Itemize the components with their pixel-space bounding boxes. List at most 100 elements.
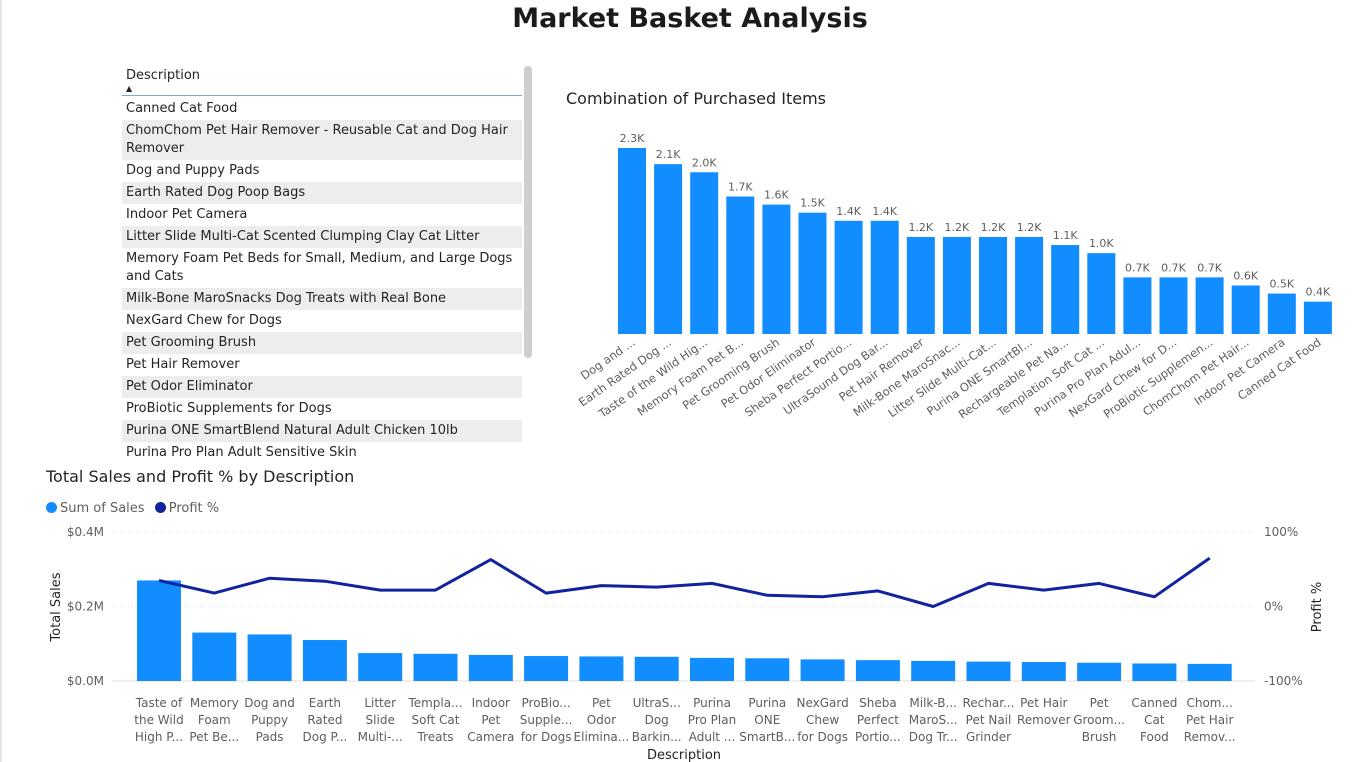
x-category-label: Puppy: [251, 713, 288, 727]
combination-bar[interactable]: [1051, 245, 1080, 334]
x-category-label: Rechar...: [962, 696, 1014, 710]
y2-tick-label: -100%: [1264, 674, 1303, 688]
x-category-label: UltraS...: [633, 696, 681, 710]
x-category-label: Pads: [256, 730, 284, 744]
combination-data-label: 0.5K: [1269, 278, 1294, 291]
combination-bar[interactable]: [1267, 293, 1296, 334]
combination-bar[interactable]: [762, 204, 791, 334]
sales-bar[interactable]: [358, 653, 403, 681]
slicer-item[interactable]: Pet Odor Eliminator: [122, 376, 522, 398]
sales-bar[interactable]: [1132, 663, 1177, 681]
x-category-label: Multi-...: [358, 730, 403, 744]
x-category-label: Indoor: [472, 696, 510, 710]
x-category-label: Groom...: [1073, 713, 1125, 727]
combination-data-label: 1.7K: [728, 181, 753, 194]
x-category-label: ProBio...: [522, 696, 571, 710]
x-category-label: Grinder: [966, 730, 1011, 744]
x-category-label: Rated: [307, 713, 342, 727]
slicer-column-header[interactable]: Description: [126, 68, 201, 83]
slicer-item[interactable]: ChomChom Pet Hair Remover - Reusable Cat…: [122, 120, 522, 160]
combination-bar[interactable]: [1195, 277, 1224, 334]
sales-bar[interactable]: [468, 654, 513, 681]
sales-bar[interactable]: [855, 660, 900, 681]
sales-bar[interactable]: [1187, 663, 1232, 681]
x-category-label: Canned: [1131, 696, 1177, 710]
x-category-label: Dog and: [244, 696, 295, 710]
slicer-item[interactable]: Dog and Puppy Pads: [126, 163, 260, 178]
combination-bar[interactable]: [1303, 301, 1332, 334]
slicer-item[interactable]: Indoor Pet Camera: [126, 207, 248, 222]
sales-bar[interactable]: [247, 634, 292, 681]
legend-item-profit[interactable]: Profit %: [154, 501, 219, 516]
sales-bar[interactable]: [966, 661, 1011, 681]
slicer-item[interactable]: Milk-Bone MaroSnacks Dog Treats with Rea…: [122, 288, 522, 310]
combination-bar[interactable]: [618, 148, 646, 334]
sales-bar[interactable]: [911, 660, 956, 681]
slicer-item[interactable]: Memory Foam Pet Beds for Small, Medium, …: [126, 251, 513, 284]
combination-bar[interactable]: [726, 196, 755, 334]
combination-data-label: 1.2K: [945, 221, 970, 234]
combination-bar[interactable]: [690, 172, 719, 334]
x-category-label: NexGard: [796, 696, 848, 710]
combination-data-label: 0.7K: [1161, 261, 1186, 274]
sort-ascending-icon[interactable]: ▲: [126, 84, 133, 93]
x-category-label: Pet Hair: [1186, 713, 1233, 727]
combination-bar[interactable]: [979, 236, 1007, 334]
legend-item-sales[interactable]: Sum of Sales: [46, 501, 145, 516]
sales-bar[interactable]: [634, 656, 679, 681]
x-category-label: Pet Nail: [966, 713, 1012, 727]
x-category-label: for Dogs: [797, 730, 848, 744]
sales-profit-legend: Sum of Sales Profit %: [46, 501, 225, 516]
combination-data-label: 0.6K: [1233, 269, 1258, 282]
slicer-item[interactable]: ProBiotic Supplements for Dogs: [126, 401, 332, 416]
legend-sales-label: Sum of Sales: [60, 501, 145, 516]
x-category-label: Cat: [1144, 713, 1165, 727]
x-category-label: Purina: [693, 696, 731, 710]
combination-data-label: 1.2K: [1017, 221, 1042, 234]
slicer-item[interactable]: Litter Slide Multi-Cat Scented Clumping …: [122, 226, 522, 248]
combination-bar[interactable]: [1159, 277, 1188, 334]
description-slicer[interactable]: Description ▲ Canned Cat Food ChomChom Pe…: [120, 64, 532, 460]
sales-bar[interactable]: [800, 659, 845, 681]
combination-bar[interactable]: [798, 212, 827, 334]
combination-bar[interactable]: [906, 236, 935, 334]
sales-bar[interactable]: [579, 656, 624, 681]
sales-bar[interactable]: [1021, 662, 1066, 681]
sales-bar[interactable]: [302, 640, 347, 681]
sales-bar[interactable]: [192, 632, 237, 681]
legend-profit-marker: [154, 502, 166, 513]
sales-bar[interactable]: [413, 653, 458, 681]
x-category-label: Litter: [364, 696, 396, 710]
sales-bar[interactable]: [1077, 662, 1122, 681]
combination-bar[interactable]: [870, 220, 899, 334]
combination-bar[interactable]: [1015, 236, 1044, 334]
combination-bar[interactable]: [942, 236, 971, 334]
sales-bar[interactable]: [137, 580, 181, 681]
combination-bar[interactable]: [1123, 277, 1152, 334]
slicer-item[interactable]: Pet Grooming Brush: [122, 332, 522, 354]
combination-data-label: 0.7K: [1197, 261, 1222, 274]
profit-line[interactable]: [158, 556, 1211, 608]
combination-bar[interactable]: [654, 164, 683, 334]
x-category-label: Pro Plan: [688, 713, 736, 727]
sales-bar[interactable]: [690, 657, 734, 681]
slicer-item[interactable]: NexGard Chew for Dogs: [126, 313, 282, 328]
slicer-scrollbar[interactable]: [524, 66, 532, 358]
y-axis-title: Total Sales: [49, 572, 64, 642]
combination-bar[interactable]: [834, 220, 863, 334]
combination-data-label: 0.4K: [1306, 286, 1331, 299]
combination-data-label: 2.0K: [692, 156, 717, 169]
slicer-item[interactable]: Earth Rated Dog Poop Bags: [122, 182, 522, 204]
slicer-item[interactable]: Pet Hair Remover: [126, 357, 240, 372]
combination-data-label: 1.2K: [908, 221, 933, 234]
x-category-label: Remov...: [1184, 730, 1236, 744]
combination-bar[interactable]: [1087, 253, 1116, 334]
slicer-item[interactable]: Purina Pro Plan Adult Sensitive Skin: [126, 445, 357, 460]
x-category-label: Pet: [481, 713, 500, 727]
sales-bar[interactable]: [524, 656, 569, 681]
sales-bar[interactable]: [745, 658, 790, 681]
combination-bar[interactable]: [1231, 285, 1260, 334]
slicer-item[interactable]: Purina ONE SmartBlend Natural Adult Chic…: [122, 420, 522, 442]
slicer-item[interactable]: Canned Cat Food: [126, 101, 238, 116]
